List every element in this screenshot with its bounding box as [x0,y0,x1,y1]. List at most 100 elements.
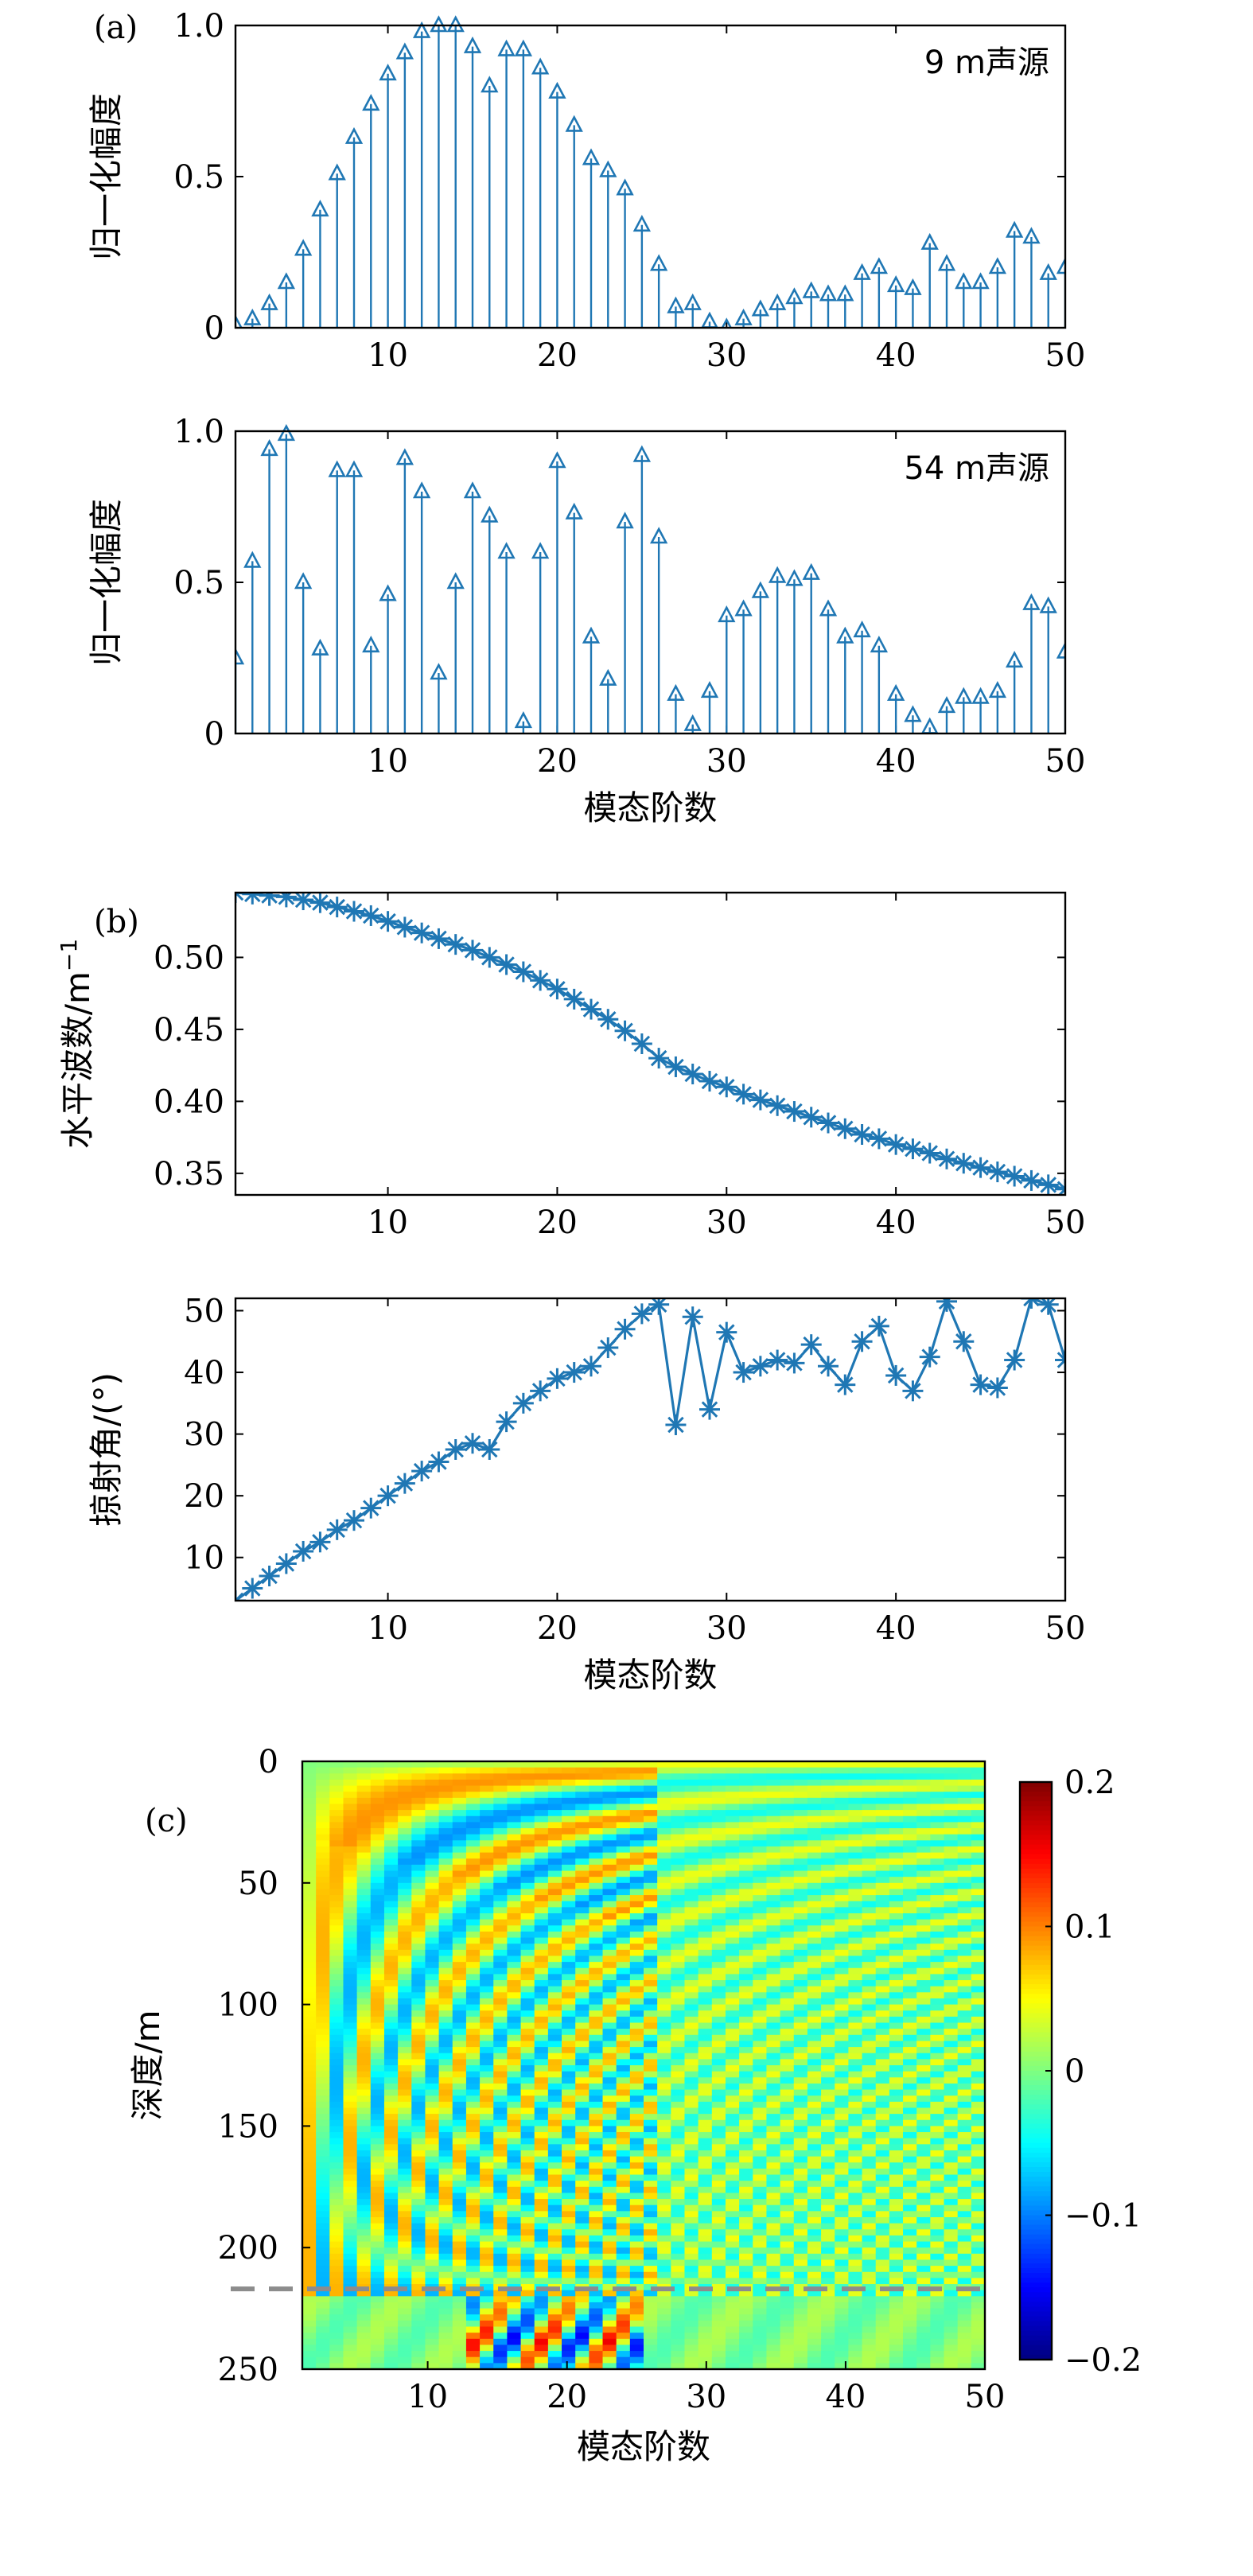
heatmap-cell [848,2211,863,2218]
heatmap-cell [821,2223,835,2230]
star-marker [885,1134,907,1155]
stem-marker [599,668,617,686]
heatmap-cell [302,1962,317,1969]
heatmap-cell [711,2326,726,2333]
heatmap-cell [629,2344,644,2352]
heatmap-cell [465,1822,481,1829]
heatmap-cell [821,1882,835,1890]
heatmap-cell [602,1797,617,1805]
stem-marker [667,296,685,313]
heatmap-cell [903,1913,917,1920]
heatmap-cell [425,2186,440,2194]
heatmap-cell [480,1761,494,1769]
heatmap-cell [862,2101,877,2109]
heatmap-cell [848,2053,863,2060]
stem-marker [277,272,296,290]
heatmap-cell [452,2351,467,2358]
heatmap-cell [329,1944,344,1951]
heatmap-cell [438,1949,453,1957]
heatmap-cell [356,1992,372,1999]
heatmap-cell [411,2351,426,2358]
heatmap-cell [329,1761,344,1769]
heatmap-cell [903,1919,917,1926]
heatmap-cell [356,2193,372,2200]
heatmap-cell [875,2156,890,2163]
heatmap-cell [711,1767,726,1774]
heatmap-cell [711,1779,726,1787]
heatmap-cell [507,2320,522,2328]
heatmap-cell [739,1955,753,1963]
heatmap-cell [698,1931,713,1939]
heatmap-cell [780,2077,795,2084]
heatmap-cell [589,2174,604,2181]
heatmap-cell [452,1828,467,1835]
heatmap-cell [684,1864,699,1872]
heatmap-cell [602,2162,617,2169]
heatmap-cell [671,1815,686,1823]
heatmap-cell [575,2338,590,2346]
y-axis-label: 归一化幅度 [87,93,126,260]
heatmap-cell [629,2053,644,2060]
heatmap-cell [480,1773,494,1780]
heatmap-cell [329,1949,344,1957]
heatmap-cell [889,1858,904,1866]
heatmap-cell [547,2029,562,2036]
heatmap-cell [671,2290,686,2297]
heatmap-cell [848,1785,863,1792]
heatmap-cell [316,1785,330,1792]
heatmap-cell [602,2344,617,2352]
heatmap-cell [480,2144,494,2151]
heatmap-cell [739,2053,753,2060]
heatmap-cell [465,2077,481,2084]
heatmap-cell [862,2290,877,2297]
heatmap-cell [493,1931,508,1939]
heatmap-cell [848,2119,863,2127]
heatmap-cell [671,1974,686,1981]
heatmap-cell [507,1895,522,1902]
heatmap-cell [370,1986,385,1993]
heatmap-cell [616,2204,631,2212]
heatmap-cell [616,1828,631,1835]
heatmap-cell [302,1955,317,1963]
heatmap-cell [465,2059,481,2066]
heatmap-cell [711,2211,726,2218]
heatmap-cell [684,1901,699,1908]
heatmap-cell [547,2016,562,2024]
heatmap-cell [780,1919,795,1926]
heatmap-cell [698,2059,713,2066]
heatmap-cell [370,2199,385,2206]
stem-marker [277,424,296,442]
heatmap-cell [575,1846,590,1854]
heatmap-cell [725,2363,740,2370]
heatmap-cell [493,2107,508,2115]
heatmap-cell [562,2150,576,2158]
heatmap-cell [671,1804,686,1811]
heatmap-cell [438,1877,453,1884]
heatmap-cell [411,2278,426,2285]
heatmap-cell [821,2247,835,2255]
heatmap-cell [657,2199,671,2206]
heatmap-cell [465,2144,481,2151]
heatmap-cell [425,2247,440,2255]
heatmap-cell [629,1967,644,1975]
heatmap-cell [507,1810,522,1817]
heatmap-cell [575,2290,590,2297]
heatmap-cell [465,2029,481,2036]
heatmap-cell [821,2320,835,2328]
heatmap-cell [411,2114,426,2121]
heatmap-cell [465,2344,481,2352]
heatmap-cell [343,1919,358,1926]
heatmap-cell [698,2077,713,2084]
heatmap-cell [602,2296,617,2303]
heatmap-cell [398,2132,412,2139]
heatmap-cell [480,2004,494,2011]
heatmap-cell [589,2144,604,2151]
heatmap-cell [753,1797,768,1805]
heatmap-cell [725,1907,740,1914]
heatmap-cell [916,1931,931,1939]
heatmap-cell [616,2253,631,2261]
heatmap-cell [629,1804,644,1811]
heatmap-cell [889,2271,904,2278]
heatmap-cell [698,1785,713,1792]
heatmap-cell [562,1962,576,1969]
